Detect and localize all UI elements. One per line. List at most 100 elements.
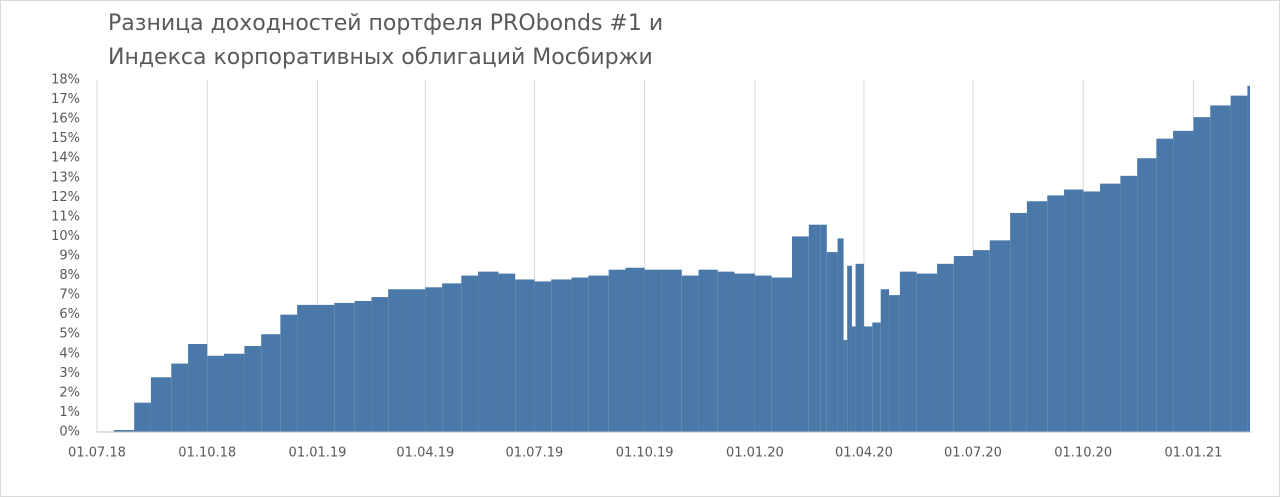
bar — [717, 271, 735, 432]
bar — [317, 304, 335, 432]
y-tick-label: 4% — [59, 346, 80, 361]
bar — [297, 304, 318, 432]
bar — [1010, 212, 1027, 432]
bar — [1120, 175, 1138, 433]
bar — [771, 277, 793, 432]
bar — [188, 344, 208, 432]
y-tick-label: 9% — [59, 249, 80, 264]
x-tick-label: 01.07.19 — [505, 446, 563, 461]
bar — [1026, 201, 1048, 432]
bar — [1100, 183, 1121, 432]
bar — [425, 287, 443, 432]
y-tick-label: 7% — [59, 288, 80, 303]
x-tick-label: 01.07.18 — [68, 446, 126, 461]
bar — [661, 269, 682, 432]
bar — [855, 263, 864, 432]
y-tick-label: 12% — [51, 190, 80, 205]
bar — [644, 269, 662, 432]
bar — [754, 275, 772, 432]
y-tick-label: 1% — [59, 405, 80, 420]
bar — [571, 277, 589, 432]
bar — [588, 275, 609, 432]
bar — [681, 275, 699, 432]
y-tick-label: 15% — [51, 131, 80, 146]
y-tick-label: 17% — [51, 92, 80, 107]
bar — [261, 334, 281, 432]
bar — [972, 250, 990, 432]
x-tick-label: 01.10.20 — [1054, 446, 1112, 461]
x-tick-label: 01.10.18 — [178, 446, 236, 461]
bar — [880, 289, 890, 432]
x-tick-label: 01.04.20 — [835, 446, 893, 461]
x-tick-label: 01.04.19 — [396, 446, 454, 461]
bar — [498, 273, 516, 432]
bar — [1247, 85, 1250, 432]
bar — [837, 238, 844, 432]
y-tick-label: 13% — [51, 170, 80, 185]
bar — [388, 289, 405, 432]
y-tick-label: 18% — [51, 73, 80, 88]
bar — [734, 273, 755, 432]
bar — [989, 240, 1011, 432]
bar — [625, 267, 645, 432]
bar — [872, 322, 881, 432]
y-tick-label: 14% — [51, 151, 80, 166]
bar — [863, 326, 873, 432]
bar — [1156, 138, 1174, 432]
bar — [113, 430, 135, 432]
bar — [847, 265, 852, 432]
y-tick-label: 8% — [59, 268, 80, 283]
y-tick-label: 5% — [59, 327, 80, 342]
bar — [1193, 117, 1211, 433]
bar — [808, 224, 821, 432]
x-tick-label: 01.07.20 — [944, 446, 1002, 461]
bar — [280, 314, 298, 432]
bar — [371, 297, 389, 432]
bar — [1137, 158, 1157, 432]
bar — [889, 295, 900, 432]
bar — [820, 224, 827, 432]
bar — [244, 345, 262, 432]
x-tick-label: 01.01.19 — [289, 446, 347, 461]
bar — [534, 281, 552, 432]
bar — [334, 302, 355, 432]
bar — [551, 279, 572, 432]
bar — [1173, 130, 1194, 432]
chart-title: Индекса корпоративных облигаций Мосбиржи — [108, 45, 653, 70]
y-tick-label: 16% — [51, 112, 80, 127]
y-tick-label: 0% — [59, 425, 80, 440]
bar — [698, 269, 718, 432]
bar — [1210, 105, 1231, 432]
bar — [461, 275, 479, 432]
bar — [224, 353, 245, 432]
x-tick-label: 01.10.19 — [616, 446, 674, 461]
bar — [207, 355, 225, 432]
y-tick-label: 11% — [51, 209, 80, 224]
y-tick-label: 2% — [59, 385, 80, 400]
bar — [1047, 195, 1065, 432]
bar — [404, 289, 426, 432]
bar — [851, 326, 856, 432]
bar — [1083, 191, 1101, 432]
bar — [1230, 95, 1248, 433]
bar — [478, 271, 499, 432]
bar — [916, 273, 938, 432]
y-tick-label: 3% — [59, 366, 80, 381]
bar — [442, 283, 462, 432]
bar — [608, 269, 626, 432]
bar — [899, 271, 917, 432]
bar — [1064, 189, 1084, 432]
bar — [937, 263, 954, 432]
bar — [150, 377, 172, 432]
bar — [354, 300, 372, 432]
bar — [826, 252, 838, 432]
bar — [515, 279, 535, 432]
bar — [953, 256, 973, 432]
x-tick-label: 01.01.20 — [726, 446, 784, 461]
bar — [134, 402, 151, 432]
chart-title: Разница доходностей портфеля PRObonds #1… — [108, 11, 663, 36]
x-tick-label: 01.01.21 — [1165, 446, 1223, 461]
y-tick-label: 6% — [59, 307, 80, 322]
